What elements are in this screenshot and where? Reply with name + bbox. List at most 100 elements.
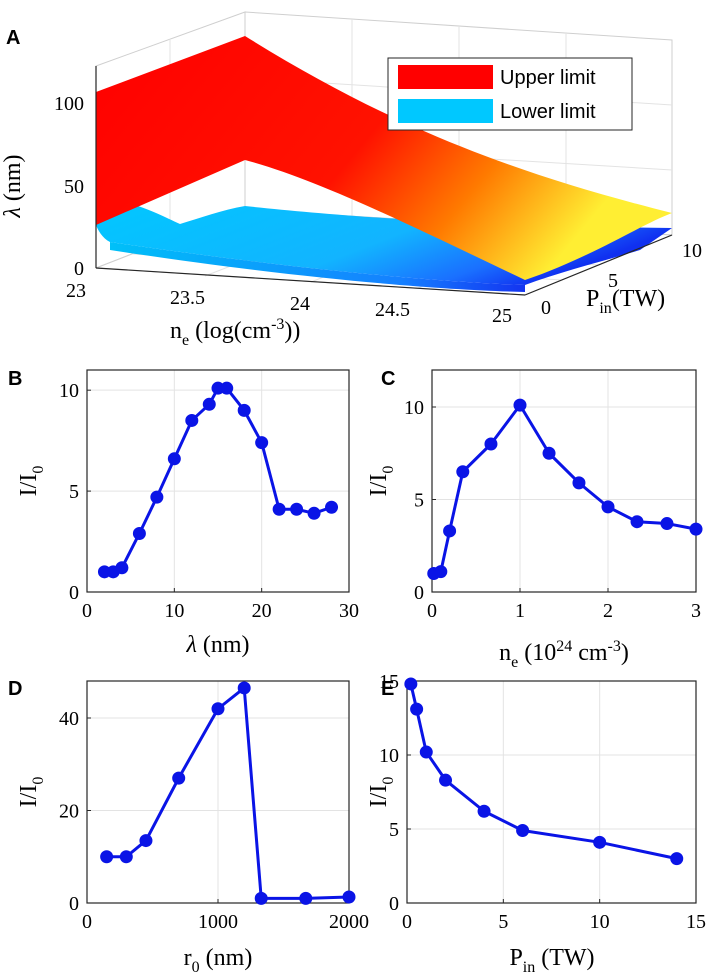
panel-c-xlabel: ne (1024 cm-3) [499,638,629,671]
panel-a-xtick: 23.5 [170,287,205,309]
panel-a-zlabel: λ (nm) [0,154,26,218]
panel-c-data-point [660,517,674,531]
panel-a-xtick: 25 [492,305,512,327]
panel-b-xtick: 10 [164,600,184,622]
panel-letter-b: B [8,368,22,390]
panel-a-ztick: 100 [54,93,84,115]
panel-b-data-point [237,403,251,417]
panel-a-legend: Upper limit Lower limit [387,57,633,131]
panel-a-ytick: 10 [682,240,702,262]
panel-d-data-point [100,850,114,864]
panel-letter-e: E [381,678,394,700]
panel-d-xtick: 0 [82,911,92,933]
panel-e-data-point [410,702,424,716]
panel-c-data-point [456,465,470,479]
panel-a-xtick: 23 [66,280,86,302]
panel-e-ytick: 15 [379,671,399,693]
panel-letter-a: A [6,27,20,49]
panel-d-data-point [342,890,356,904]
panel-c-data-point [572,476,586,490]
panel-e-data-point [670,852,684,866]
panel-b-ytick: 0 [69,582,79,604]
panel-e-data-point [404,677,418,691]
panel-e-xtick: 10 [590,911,610,933]
panel-c-data-point [484,437,498,451]
panel-d-ytick: 40 [59,708,79,730]
panel-b-ylabel: I/I0 [16,466,47,497]
panel-b-series-line [104,386,333,574]
panel-b-data-point [290,502,304,516]
panel-b-data-point [255,436,269,450]
panel-b-data-point [132,526,146,540]
panel-d-xlabel: r0 (nm) [184,945,253,976]
panel-b-xtick: 20 [252,600,272,622]
panel-a-ztick: 0 [74,258,84,280]
panel-a-xtick: 24.5 [375,299,410,321]
panel-e-ytick: 10 [379,745,399,767]
panel-b-data-point [167,452,181,466]
panel-e-ylabel: I/I0 [366,777,397,808]
panel-b-data-point [185,413,199,427]
panel-d-xtick: 2000 [329,911,369,933]
panel-a-ytick: 5 [608,270,618,292]
panel-c-ytick: 5 [414,490,424,512]
panel-a-xlabel: ne (log(cm-3)) [170,316,300,349]
panel-e-series-line [409,683,678,861]
panel-a-ytick: 0 [541,297,551,319]
upper-limit-surface [96,36,672,280]
panel-a-ztick: 50 [64,176,84,198]
panel-b-xlabel: λ (nm) [185,632,249,658]
legend-swatch-lower [398,99,493,123]
panel-e-xtick: 5 [498,911,508,933]
panel-b-ytick: 10 [59,380,79,402]
panel-d-ytick: 20 [59,801,79,823]
panel-c-xtick: 1 [515,600,525,622]
panel-c-ytick: 0 [414,582,424,604]
panel-a-ylabel: Pin(TW) [586,286,665,317]
legend-swatch-upper [398,65,493,89]
panel-b-chart: B 0 10 20 30 0 5 10 λ (nm) I/I0 [8,368,359,658]
legend-lower-label: Lower limit [500,101,596,123]
panel-b-xtick: 0 [82,600,92,622]
panel-letter-c: C [381,368,395,390]
panel-d-ylabel: I/I0 [16,777,47,808]
panel-c-xtick: 0 [427,600,437,622]
panel-a-axes [95,66,673,296]
panel-c-data-point [513,398,527,412]
panel-c-chart: C 0 1 2 3 0 5 10 ne (1024 cm-3) I/I0 [366,368,703,671]
panel-e-data-point [477,804,491,818]
panel-b-data-point [115,561,129,575]
panel-c-xtick: 3 [691,600,701,622]
panel-e-data-point [419,745,433,759]
panel-d-data-point [237,681,251,695]
panel-b-data-point [272,502,286,516]
panel-letter-d: D [8,678,22,700]
panel-c-data-point [689,522,703,536]
panel-b-data-point [202,397,216,411]
panel-d-ytick: 0 [69,893,79,915]
panel-c-data-point [630,515,644,529]
panel-b-xtick: 30 [339,600,359,622]
panel-c-data-point [601,500,615,514]
panel-d-data-point [172,771,186,785]
panel-d-data-point [139,834,153,848]
panel-c-data-point [443,524,457,538]
panel-a-3d-surface: A [0,11,702,349]
panel-e-xlabel: Pin (TW) [509,945,594,976]
panel-e-ytick: 0 [389,893,399,915]
panel-e-data-point [593,835,607,849]
panel-b-data-point [325,500,339,514]
panel-a-xtick: 24 [290,293,310,315]
panel-b-ytick: 5 [69,481,79,503]
panel-b-data-point [150,490,164,504]
panel-c-ylabel: I/I0 [366,466,397,497]
panel-d-series-line [106,686,350,900]
panel-d-data-point [119,850,133,864]
panel-c-ytick: 10 [404,397,424,419]
panel-d-chart: D 0 1000 2000 0 20 40 r0 (nm) I/I0 [8,678,369,976]
panel-d-data-point [299,891,313,905]
panel-e-data-point [439,773,453,787]
panel-e-chart: E 0 5 10 15 0 5 10 15 Pin (TW) I/I0 [366,671,706,976]
panel-d-data-point [211,702,225,716]
